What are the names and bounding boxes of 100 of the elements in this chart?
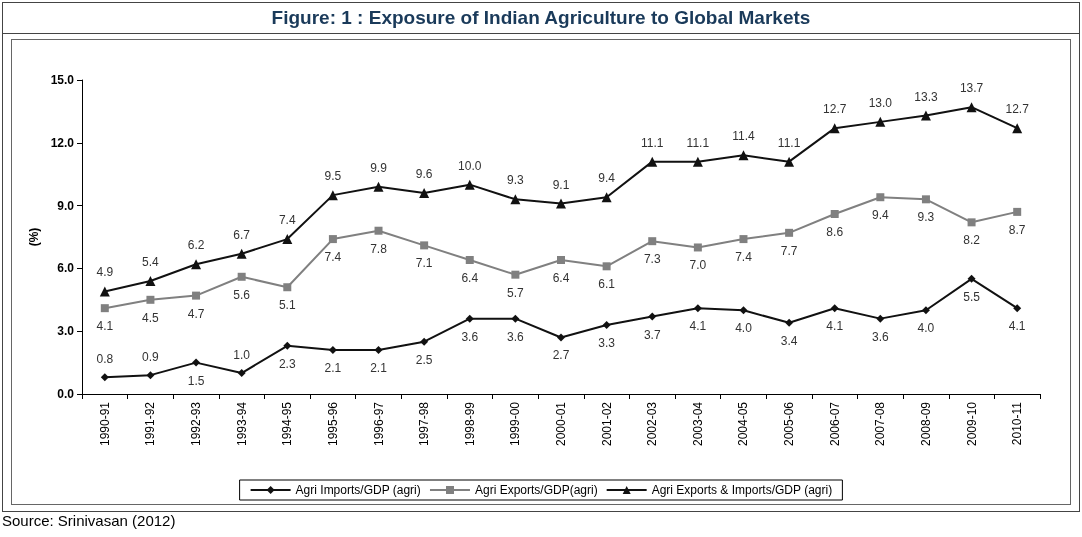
data-label: 2.5 (415, 352, 433, 367)
x-tick-label: 2005-06 (782, 401, 797, 447)
point (692, 156, 703, 167)
point (146, 371, 155, 380)
y-tick-label: 12.0 (50, 135, 75, 150)
data-label: 6.7 (233, 227, 251, 242)
point (145, 275, 156, 286)
x-tick-label: 1996-97 (371, 401, 386, 447)
point (785, 318, 794, 327)
point (511, 270, 520, 279)
x-tick-label: 2003-04 (690, 401, 705, 447)
x-tick-label: 2009-10 (964, 401, 979, 447)
data-label: 2.1 (324, 361, 342, 376)
data-label: 4.1 (1008, 319, 1026, 334)
data-label: 8.7 (1008, 222, 1026, 237)
data-label: 9.3 (917, 210, 935, 225)
data-label: 0.9 (142, 350, 160, 365)
data-label: 9.4 (871, 208, 889, 223)
point (557, 333, 565, 342)
data-label: 9.6 (415, 167, 433, 182)
point (602, 262, 611, 271)
point (648, 312, 657, 321)
data-label: 9.4 (598, 171, 616, 186)
point (464, 179, 475, 190)
point (876, 314, 885, 323)
x-tick-label: 1999-00 (508, 401, 523, 447)
x-tick-label: 2001-02 (599, 401, 614, 447)
chart-title: Figure: 1 : Exposure of Indian Agriculture to Global Markets (3, 3, 1079, 34)
point (146, 295, 155, 304)
point (465, 314, 474, 323)
data-label: 3.6 (871, 329, 889, 344)
point (739, 306, 748, 315)
data-label: 4.1 (96, 319, 114, 334)
data-label: 5.5 (963, 289, 981, 304)
point (875, 116, 886, 127)
point (693, 304, 702, 313)
point (1013, 207, 1022, 216)
point (192, 291, 201, 300)
point (1012, 123, 1023, 134)
data-label: 11.4 (732, 129, 756, 144)
point (920, 110, 931, 121)
data-label: 6.2 (187, 238, 205, 253)
point (283, 283, 292, 292)
data-label: 11.1 (686, 135, 710, 150)
data-label: 9.1 (552, 177, 570, 192)
point (283, 341, 292, 350)
data-label: 4.9 (96, 265, 114, 280)
y-tick-label: 6.0 (57, 261, 75, 276)
data-label: 2.1 (370, 361, 388, 376)
y-tick-label: 0.0 (57, 387, 75, 401)
data-label: 8.6 (826, 224, 844, 239)
data-label: 4.5 (142, 310, 160, 325)
data-label: 11.1 (641, 135, 664, 150)
x-tick-label: 1991-92 (143, 401, 158, 447)
point (556, 198, 566, 209)
data-label: 3.6 (507, 329, 525, 344)
data-label: 3.3 (598, 335, 616, 350)
x-tick-label: 2002-03 (645, 401, 660, 447)
x-tick-label: 1997-98 (417, 401, 432, 447)
data-label: 5.6 (233, 287, 251, 302)
x-tick-label: 2004-05 (736, 401, 751, 447)
point (921, 195, 930, 204)
point (830, 304, 839, 313)
point (967, 274, 976, 283)
point (374, 346, 383, 355)
x-tick-label: 2010-11 (1010, 401, 1025, 446)
data-label: 7.4 (278, 213, 296, 228)
point (511, 314, 520, 323)
point (100, 373, 109, 382)
data-label: 7.4 (735, 250, 753, 265)
data-label: 10.0 (458, 158, 482, 173)
data-label: 6.4 (552, 271, 570, 286)
point (829, 123, 840, 134)
x-tick-label: 2008-09 (918, 401, 933, 447)
data-label: 3.4 (780, 333, 798, 348)
data-label: 4.0 (735, 321, 753, 336)
point (830, 209, 839, 218)
data-label: 4.7 (187, 306, 205, 321)
x-tick-label: 1992-93 (189, 401, 204, 447)
point (601, 192, 612, 203)
point (374, 226, 383, 235)
point (99, 286, 110, 297)
point (557, 256, 565, 265)
point (1013, 304, 1022, 313)
legend-label: Agri Imports/GDP (agri) (295, 483, 421, 497)
data-label: 1.0 (233, 348, 251, 363)
point (282, 234, 293, 245)
point (465, 256, 474, 265)
point (420, 337, 429, 346)
y-tick-label: 3.0 (57, 324, 75, 339)
data-label: 4.0 (917, 321, 935, 336)
point (784, 156, 795, 167)
point (237, 369, 246, 378)
point (921, 306, 930, 315)
y-axis-title: (%) (26, 227, 41, 247)
x-tick-label: 1990-91 (97, 401, 112, 447)
data-label: 2.3 (278, 356, 296, 371)
data-label: 4.1 (689, 319, 707, 334)
x-tick-label: 1993-94 (234, 401, 249, 447)
x-tick-label: 1998-99 (462, 401, 477, 447)
